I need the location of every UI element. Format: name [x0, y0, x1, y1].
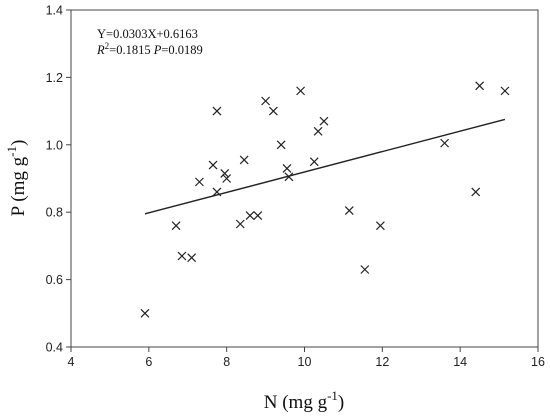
x-axis-title-main: N (mg g — [264, 392, 328, 413]
data-point — [375, 221, 385, 231]
data-points — [140, 81, 510, 318]
p-symbol: P — [153, 43, 162, 57]
x-axis-title-end: ) — [338, 392, 344, 413]
r2-superscript: 2 — [105, 41, 110, 51]
data-point — [253, 211, 263, 220]
y-axis-title-sup: -1 — [4, 146, 19, 157]
data-point — [187, 253, 197, 263]
data-point — [313, 126, 323, 136]
x-axis-title-sup: -1 — [327, 388, 338, 403]
y-axis-title-end: ) — [8, 140, 29, 146]
data-point — [276, 140, 286, 150]
data-point — [282, 163, 292, 173]
data-point — [220, 169, 230, 178]
data-point — [208, 160, 218, 170]
data-point — [177, 251, 187, 261]
y-axis-title: P (mg g-1) — [4, 140, 29, 217]
y-tick-label: 0.8 — [46, 206, 63, 220]
p-value: =0.0189 — [161, 43, 202, 57]
regression-stats: R2=0.1815 P=0.0189 — [96, 41, 203, 57]
data-point — [284, 172, 294, 182]
data-point — [239, 155, 249, 165]
regression-equation: Y=0.0303X+0.6163 — [97, 27, 198, 41]
data-point — [261, 96, 271, 106]
y-tick-label: 0.4 — [46, 341, 63, 355]
y-tick-label: 1.4 — [46, 4, 63, 18]
y-tick-label: 1.2 — [46, 71, 63, 85]
x-tick-label: 4 — [68, 355, 75, 369]
data-point — [222, 174, 232, 183]
plot-area-frame — [70, 9, 539, 348]
data-point — [235, 219, 245, 229]
data-point — [268, 106, 278, 116]
y-axis-ticks: 0.4 0.6 0.8 1.0 1.2 1.4 — [46, 4, 71, 355]
data-point — [344, 206, 354, 215]
regression-line — [144, 118, 506, 215]
data-point — [245, 211, 255, 220]
x-tick-label: 10 — [298, 355, 312, 369]
data-point — [500, 86, 510, 96]
data-point — [319, 116, 329, 126]
data-point — [360, 265, 370, 274]
data-point — [475, 81, 485, 91]
data-point — [212, 106, 222, 116]
data-point — [440, 138, 450, 148]
y-tick-label: 1.0 — [46, 138, 63, 152]
x-tick-label: 8 — [223, 355, 230, 369]
x-axis-ticks: 4 6 8 10 12 14 16 — [68, 347, 545, 369]
y-tick-label: 0.6 — [46, 273, 63, 287]
r2-value: =0.1815 — [109, 43, 154, 57]
data-point — [309, 157, 319, 167]
data-point — [140, 308, 150, 318]
data-point — [195, 177, 204, 187]
x-tick-label: 16 — [531, 355, 545, 369]
r2-symbol: R — [96, 43, 105, 57]
data-point — [171, 221, 181, 231]
data-point — [212, 187, 222, 197]
x-axis-title: N (mg g-1) — [264, 388, 345, 413]
x-tick-label: 14 — [453, 355, 467, 369]
data-point — [296, 86, 306, 96]
x-tick-label: 6 — [145, 355, 152, 369]
x-tick-label: 12 — [375, 355, 389, 369]
data-point — [471, 187, 481, 197]
y-axis-title-main: P (mg g — [8, 156, 29, 216]
